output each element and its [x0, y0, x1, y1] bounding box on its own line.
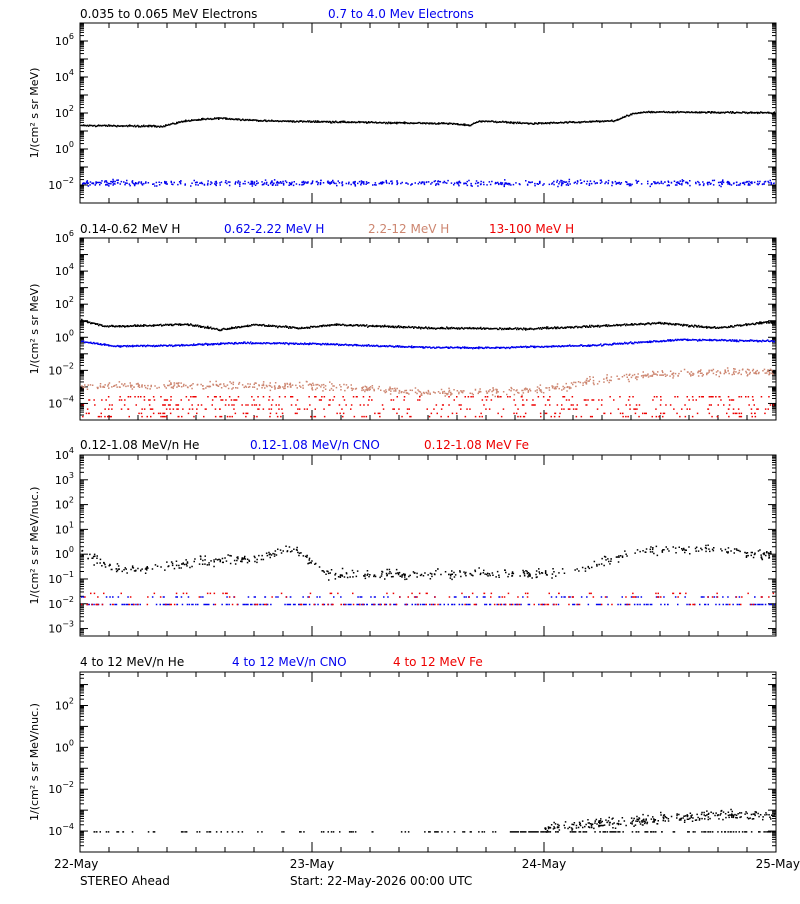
panel-electrons: 10−2 100 102 104 106 1/(cm² s sr MeV) 0.035 to…: [28, 7, 777, 204]
series-points: [81, 596, 775, 606]
y-tick-label: 103: [55, 471, 74, 487]
y-tick-label: 102: [55, 696, 74, 712]
series-protons-0: [81, 318, 775, 332]
series-low-energy-ions-0: [81, 544, 772, 581]
series-electrons-1: [82, 178, 775, 188]
y-tick-label: 10−1: [48, 570, 74, 586]
y-axis-label: 1/(cm² s sr MeV): [28, 284, 41, 375]
y-tick-label: 102: [55, 496, 74, 512]
panel-high-energy-ions: 10−4 10−2 100 102 1/(cm² s sr MeV/nuc.) 4 to …: [28, 655, 777, 853]
x-tick-label: 25-May: [756, 857, 800, 871]
plot-frame: [79, 671, 777, 853]
series-low-energy-ions-1: [81, 596, 775, 606]
y-axis-label: 1/(cm² s sr MeV/nuc.): [28, 703, 41, 821]
y-tick-label: 10−2: [48, 780, 74, 796]
y-tick-label: 100: [55, 738, 74, 754]
legend-label: 0.7 to 4.0 Mev Electrons: [328, 7, 474, 21]
y-tick-label: 104: [55, 262, 74, 278]
series-points: [82, 808, 775, 833]
y-tick-label: 10−2: [48, 595, 74, 611]
y-tick-label: 104: [55, 68, 74, 84]
series-electrons-0: [81, 110, 775, 128]
series-points: [81, 110, 775, 128]
series-low-energy-ions-2: [81, 592, 775, 606]
series-points: [81, 592, 775, 606]
legend-label: 13-100 MeV H: [489, 222, 574, 236]
y-tick-label: 106: [55, 229, 74, 245]
y-tick-label: 10−2: [48, 176, 74, 192]
y-tick-label: 104: [55, 446, 74, 462]
series-points: [81, 367, 774, 398]
legend-label: 0.12-1.08 MeV Fe: [424, 438, 529, 452]
series-points: [81, 318, 775, 332]
y-tick-label: 100: [55, 328, 74, 344]
y-tick-label: 10−4: [48, 394, 74, 410]
series-protons-2: [81, 367, 774, 398]
legend-label: 4 to 12 MeV/n CNO: [232, 655, 347, 669]
legend-label: 0.12-1.08 MeV/n He: [80, 438, 199, 452]
x-tick-label: 23-May: [290, 857, 334, 871]
y-tick-label: 101: [55, 520, 74, 536]
y-tick-label: 10−4: [48, 822, 74, 838]
panel-low-energy-ions: 10−3 10−2 10−1 100 101 102 103 104 1/(cm² s sr M…: [28, 438, 777, 637]
legend-label: 0.035 to 0.065 MeV Electrons: [80, 7, 257, 21]
series-points: [81, 338, 775, 350]
y-tick-label: 102: [55, 104, 74, 120]
x-tick-label: 22-May: [54, 857, 98, 871]
x-tick-label: 24-May: [522, 857, 566, 871]
spacecraft-label: STEREO Ahead: [80, 874, 170, 888]
y-tick-label: 10−2: [48, 361, 74, 377]
y-tick-label: 100: [55, 545, 74, 561]
legend-label: 4 to 12 MeV Fe: [393, 655, 483, 669]
panel-protons: 10−4 10−2 100 102 104 106 1/(cm² s sr MeV) 0.14…: [28, 222, 777, 421]
y-axis-label: 1/(cm² s sr MeV): [28, 68, 41, 159]
legend-label: 2.2-12 MeV H: [368, 222, 449, 236]
y-tick-label: 100: [55, 140, 74, 156]
y-axis-label: 1/(cm² s sr MeV/nuc.): [28, 487, 41, 605]
series-protons-1: [81, 338, 775, 350]
legend-label: 0.62-2.22 MeV H: [224, 222, 324, 236]
y-tick-label: 106: [55, 32, 74, 48]
legend-label: 4 to 12 MeV/n He: [80, 655, 184, 669]
y-tick-label: 102: [55, 295, 74, 311]
series-points: [81, 544, 772, 581]
start-time-label: Start: 22-May-2026 00:00 UTC: [290, 874, 472, 888]
plot-frame: [79, 454, 777, 637]
series-high-energy-ions-0: [82, 808, 775, 833]
legend-label: 0.12-1.08 MeV/n CNO: [250, 438, 380, 452]
series-points: [82, 178, 775, 188]
y-tick-label: 10−3: [48, 620, 74, 636]
series-protons-3: [81, 396, 775, 418]
legend-label: 0.14-0.62 MeV H: [80, 222, 180, 236]
series-points: [81, 396, 775, 418]
